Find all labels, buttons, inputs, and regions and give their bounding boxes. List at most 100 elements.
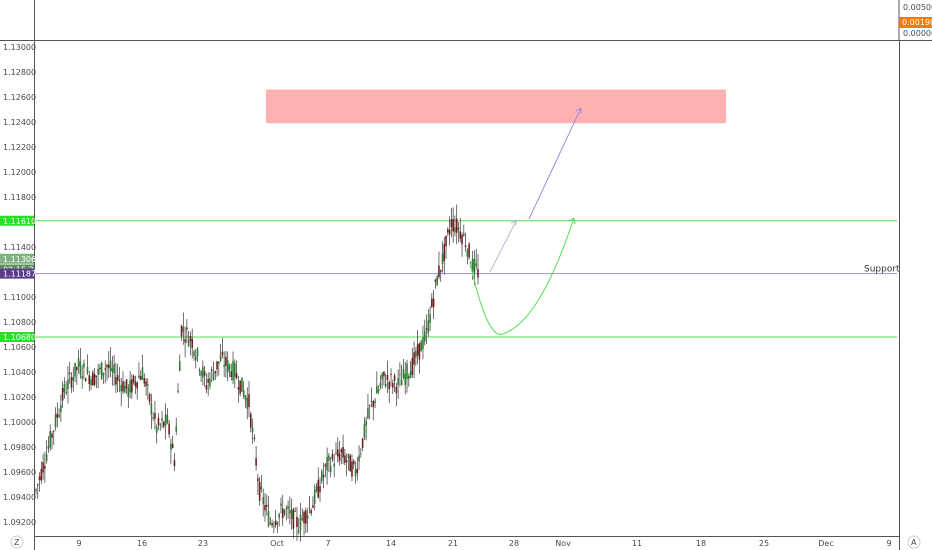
candle <box>367 393 369 420</box>
candle-body <box>351 461 353 477</box>
candle-body <box>163 421 165 427</box>
candle <box>230 363 233 381</box>
candle-body <box>141 367 144 380</box>
candle <box>329 457 332 478</box>
auto-scale-button[interactable] <box>907 535 921 549</box>
candle-body <box>116 375 119 381</box>
candle-body <box>404 373 407 386</box>
candle-body <box>420 341 422 352</box>
candle-body <box>68 372 71 375</box>
candle-body <box>104 368 107 370</box>
candle <box>212 361 215 381</box>
candle-body <box>363 423 366 438</box>
candle <box>415 347 417 367</box>
candle-body <box>40 468 43 481</box>
candle <box>425 314 428 345</box>
candle-body <box>354 469 357 477</box>
candle-body <box>148 394 151 402</box>
time-tick-label: Oct <box>270 539 284 548</box>
candle-body <box>468 243 470 258</box>
candle-body <box>397 378 399 385</box>
candle <box>70 372 73 394</box>
candle <box>168 419 170 439</box>
candle <box>104 360 107 384</box>
candle <box>347 453 350 471</box>
candle-body <box>271 523 273 526</box>
candle-body <box>123 386 126 393</box>
candle <box>404 362 407 395</box>
candle-body <box>248 394 250 408</box>
projection-arrows[interactable] <box>469 107 582 335</box>
time-tick-label: 28 <box>509 539 519 548</box>
candle-body <box>258 481 261 501</box>
candle <box>122 371 124 394</box>
candle-body <box>45 454 48 461</box>
candle <box>100 361 103 380</box>
candle <box>109 347 112 377</box>
candle-body <box>251 427 254 433</box>
candle <box>436 274 438 287</box>
target-zone[interactable] <box>266 89 726 124</box>
candle-body <box>122 381 124 392</box>
candle-body <box>425 328 428 330</box>
zoom-toggle-button[interactable] <box>10 535 24 549</box>
candle <box>132 374 135 385</box>
candle-body <box>312 505 314 508</box>
price-tick-label: 1.09200 <box>3 518 36 527</box>
candle-body <box>322 474 325 477</box>
candle <box>242 381 245 399</box>
candle <box>290 498 293 530</box>
candle-body <box>92 372 94 386</box>
price-axis[interactable]: 1.13000 1.12800 1.12600 1.12400 1.12200 1.120… <box>3 43 36 527</box>
candle <box>65 381 67 395</box>
candle <box>461 232 463 257</box>
candle <box>178 354 181 372</box>
candle-body <box>377 389 380 392</box>
candle-body <box>391 382 394 388</box>
candle <box>454 215 456 237</box>
candle <box>177 383 179 394</box>
candle-body <box>324 464 327 467</box>
candle-body <box>76 367 78 371</box>
candle <box>253 434 256 442</box>
candle-body <box>432 298 435 307</box>
candle-body <box>265 504 268 507</box>
candle <box>386 360 389 394</box>
candle <box>86 354 89 376</box>
candle <box>40 461 43 484</box>
candle <box>136 381 138 400</box>
candle-body <box>35 489 37 491</box>
candle-body <box>367 407 369 418</box>
time-axis[interactable]: 9 16 23 Oct 7 14 21 28 Nov 11 18 25 Dec 9 <box>76 539 891 548</box>
candle-body <box>212 372 215 380</box>
candle-body <box>164 414 167 426</box>
candle-body <box>457 227 460 231</box>
candle <box>257 473 259 496</box>
candle-body <box>289 510 291 514</box>
candle <box>455 204 458 245</box>
time-tick-label: 9 <box>886 539 891 548</box>
candle-body <box>360 453 362 455</box>
candle-body <box>317 479 320 498</box>
candle <box>187 331 190 348</box>
candle <box>340 447 343 465</box>
candle <box>326 447 328 485</box>
candle <box>447 227 449 237</box>
candle <box>170 438 172 465</box>
candle <box>123 381 126 393</box>
candle <box>125 378 128 395</box>
candle <box>363 417 366 441</box>
candle <box>186 318 188 344</box>
candle <box>381 372 383 389</box>
candle <box>159 422 162 431</box>
candle <box>56 402 59 428</box>
candle-body <box>210 369 213 372</box>
candle-body <box>145 381 147 387</box>
candle <box>345 453 348 477</box>
candle-body <box>221 351 224 356</box>
candle-body <box>219 355 222 361</box>
candle <box>306 508 309 533</box>
